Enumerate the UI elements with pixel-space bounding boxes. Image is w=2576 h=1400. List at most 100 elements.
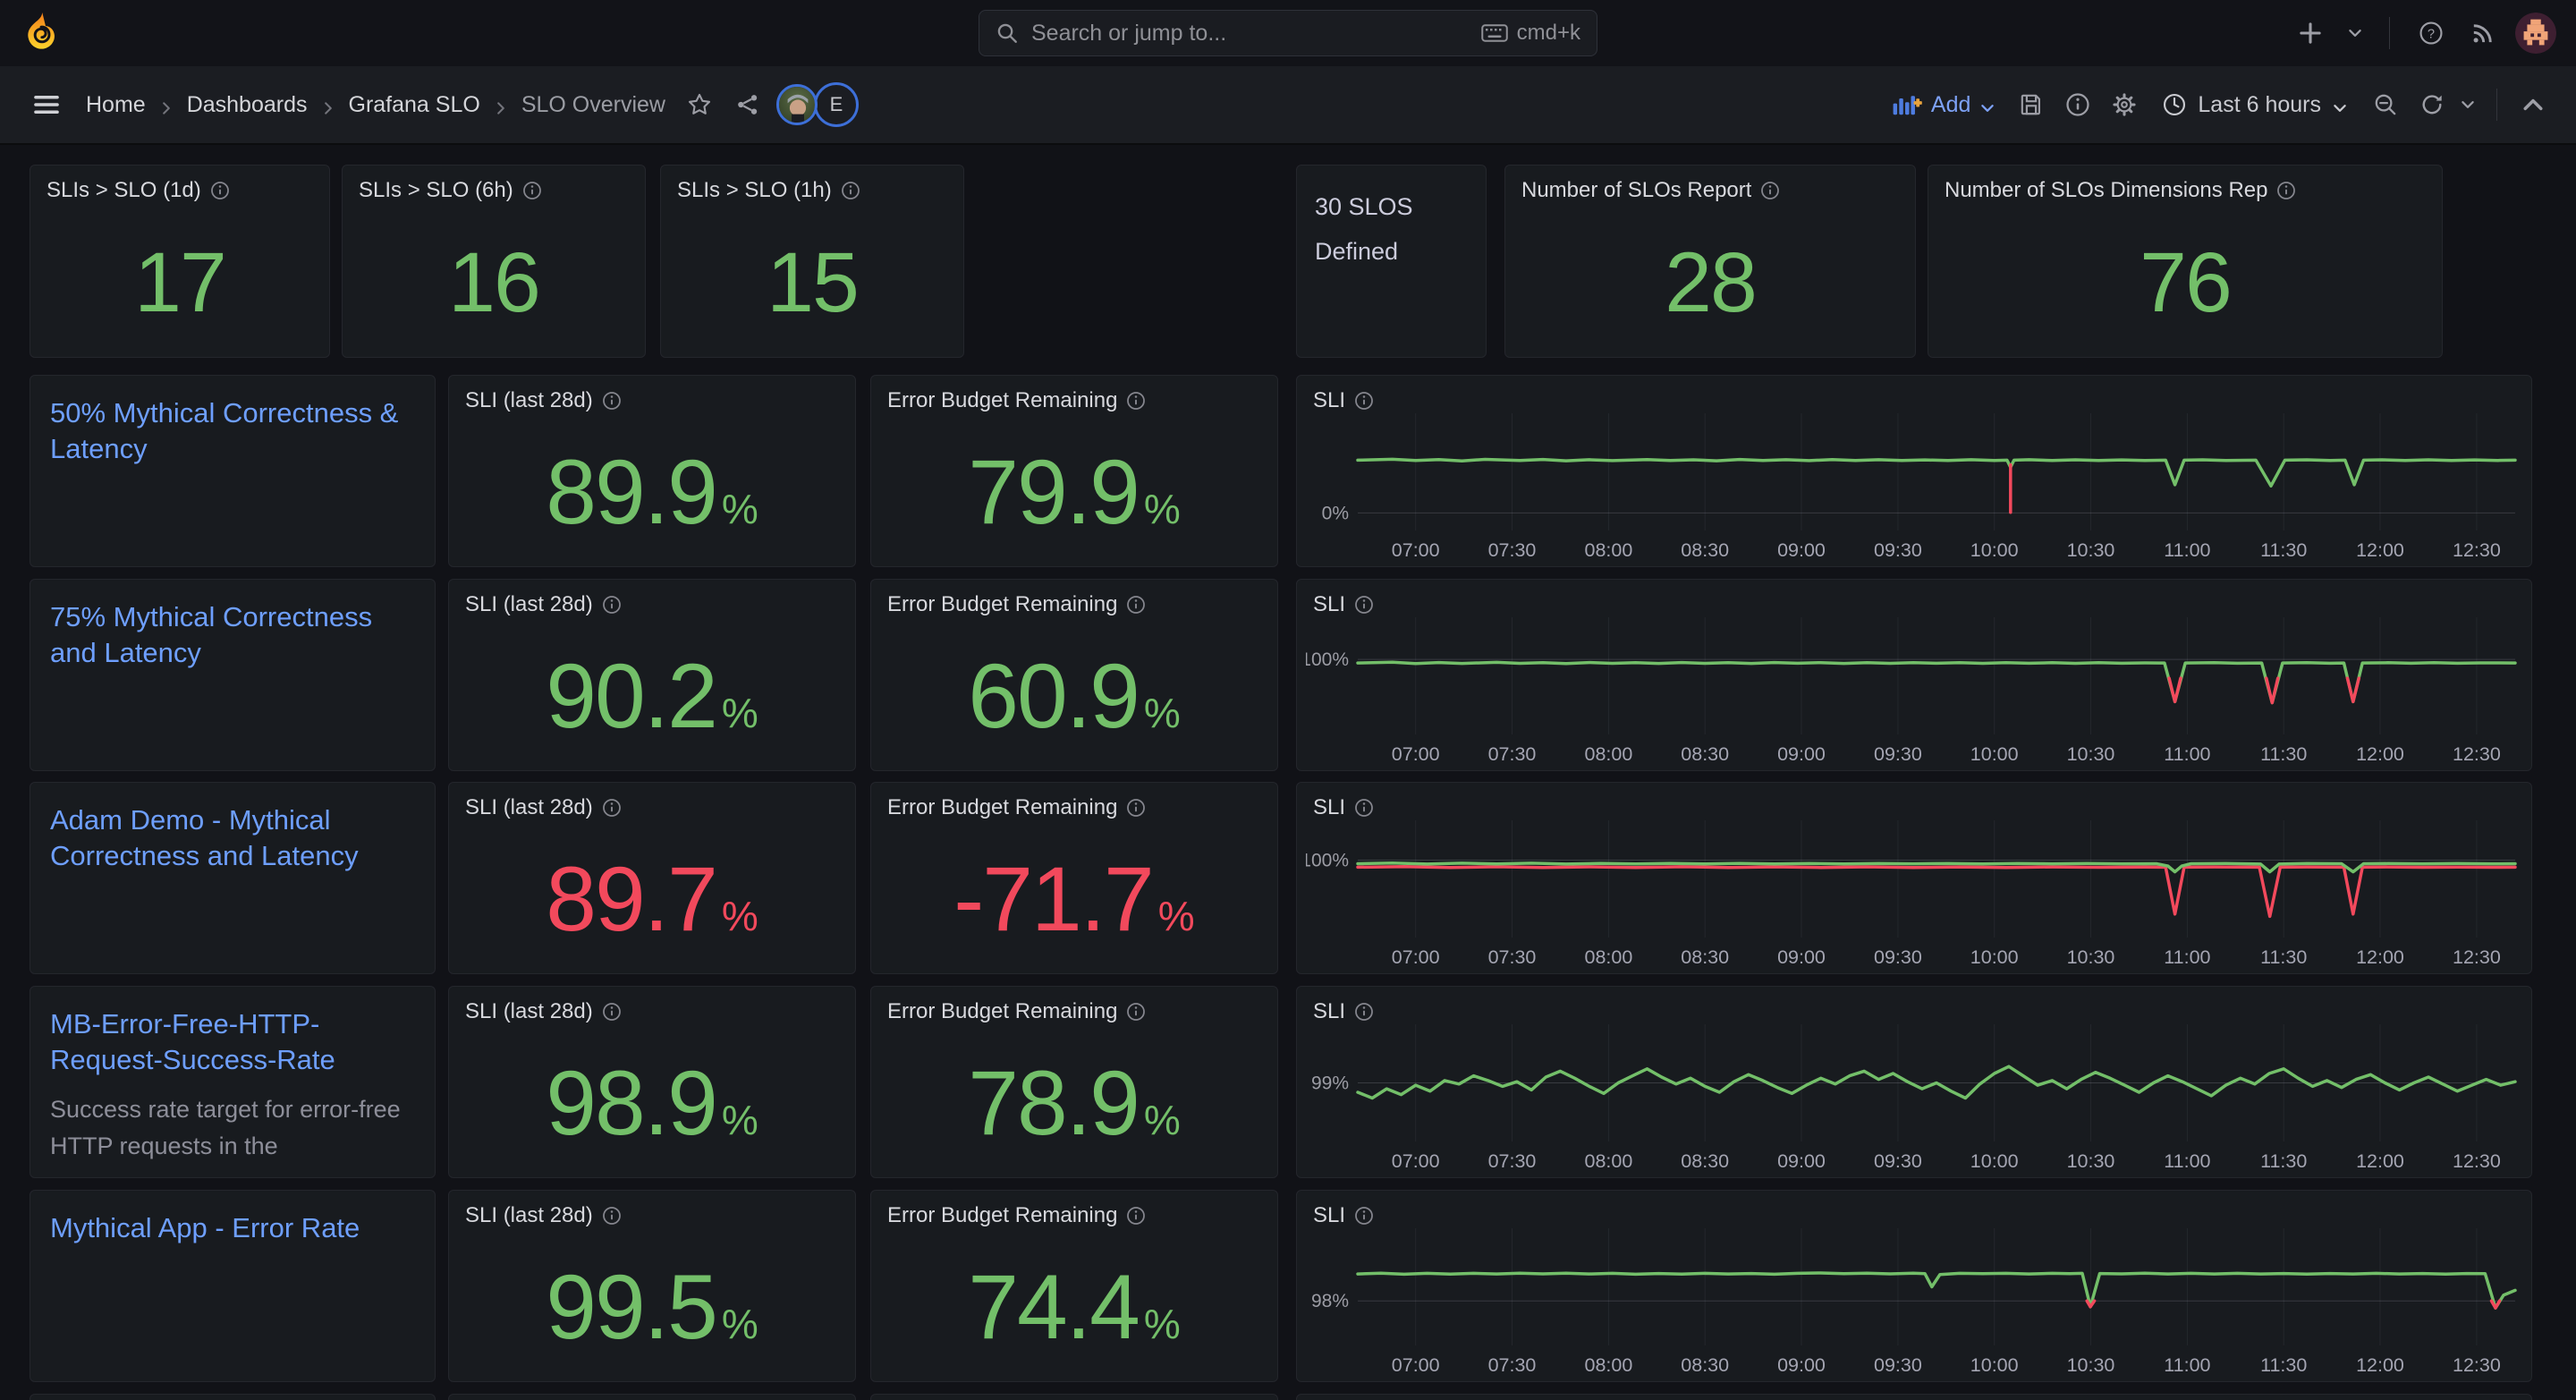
svg-text:09:00: 09:00 xyxy=(1777,743,1826,765)
info-icon[interactable] xyxy=(1354,1206,1374,1226)
info-icon[interactable] xyxy=(602,1206,622,1226)
sli-unit: % xyxy=(721,1097,758,1143)
new-dropdown-caret[interactable] xyxy=(2343,13,2368,53)
slo-link[interactable]: 75% Mythical Correctness and Latency xyxy=(50,601,373,668)
hamburger-icon xyxy=(33,93,60,116)
chevron-down-icon xyxy=(2332,97,2348,113)
search-shortcut: cmd+k xyxy=(1480,21,1580,46)
info-icon[interactable] xyxy=(1354,595,1374,615)
svg-text:12:00: 12:00 xyxy=(2356,743,2404,765)
info-icon[interactable] xyxy=(841,181,860,200)
info-icon[interactable] xyxy=(1126,798,1146,818)
refresh-group xyxy=(2412,85,2480,124)
svg-text:09:00: 09:00 xyxy=(1777,1150,1826,1172)
info-icon[interactable] xyxy=(1760,181,1780,200)
chevron-down-icon xyxy=(2460,97,2476,113)
slo-title-panel: Mythical App - Error Rate xyxy=(30,1190,436,1382)
info-icon[interactable] xyxy=(210,181,230,200)
svg-text:08:30: 08:30 xyxy=(1681,539,1729,561)
ebr-value: -71.7 xyxy=(953,848,1154,950)
breadcrumb-grafana-slo[interactable]: Grafana SLO xyxy=(348,91,480,117)
search-icon xyxy=(996,21,1019,45)
svg-text:11:30: 11:30 xyxy=(2260,743,2307,765)
slo-link[interactable]: Adam Demo - Mythical Correctness and Lat… xyxy=(50,804,359,871)
info-icon[interactable] xyxy=(602,595,622,615)
stat-panel-slis-slo-6h: SLIs > SLO (6h) 16 xyxy=(342,165,646,358)
favorite-button[interactable] xyxy=(680,85,719,124)
svg-text:12:00: 12:00 xyxy=(2356,1354,2404,1376)
ebr-unit: % xyxy=(1143,486,1181,532)
sli-timeseries-chart[interactable]: 100% 07:00 07:30 08:00 08:30 09:00 09:30 10:00 1… xyxy=(1301,817,2524,969)
slo-description: Success rate target for error-free HTTP … xyxy=(50,1096,401,1159)
info-icon[interactable] xyxy=(1126,1206,1146,1226)
info-icon[interactable] xyxy=(602,798,622,818)
collapse-toolbar-button[interactable] xyxy=(2513,85,2553,124)
slo-link[interactable]: MB-Error-Free-HTTP-Request-Success-Rate xyxy=(50,1008,335,1075)
slo-link[interactable]: Mythical App - Error Rate xyxy=(50,1212,360,1243)
ebr-unit: % xyxy=(1157,893,1195,939)
new-button[interactable] xyxy=(2291,13,2330,53)
breadcrumb-home[interactable]: Home xyxy=(86,91,146,117)
sli-timeseries-chart[interactable]: 100% 07:00 07:30 08:00 08:30 09:00 09:30 10:00 1… xyxy=(1301,614,2524,766)
chevron-down-icon xyxy=(1979,97,1996,113)
info-icon[interactable] xyxy=(1354,798,1374,818)
refresh-button[interactable] xyxy=(2412,85,2452,124)
refresh-interval-caret[interactable] xyxy=(2455,85,2480,124)
svg-text:12:30: 12:30 xyxy=(2453,1354,2501,1376)
add-panel-button[interactable]: Add xyxy=(1883,92,2004,118)
share-button[interactable] xyxy=(728,85,767,124)
sli-timeseries-chart[interactable]: 99% 07:00 07:30 08:00 08:30 09:00 09:30 10:00 10… xyxy=(1306,1021,2524,1173)
info-icon[interactable] xyxy=(602,1002,622,1022)
ebr-value: 60.9 xyxy=(968,645,1140,747)
sli-stat-panel: SLI (last 28d) 90.2% xyxy=(448,579,856,771)
panel-title: SLI (last 28d) xyxy=(465,388,593,412)
zoom-out-button[interactable] xyxy=(2366,85,2405,124)
help-button[interactable]: ? xyxy=(2411,13,2451,53)
info-icon[interactable] xyxy=(1126,1002,1146,1022)
search-input[interactable]: Search or jump to... cmd+k xyxy=(979,10,1597,56)
info-icon[interactable] xyxy=(1354,391,1374,411)
info-icon[interactable] xyxy=(1126,391,1146,411)
ebr-value: 78.9 xyxy=(968,1052,1140,1154)
info-icon[interactable] xyxy=(602,391,622,411)
top-actions: ? xyxy=(2291,0,2556,66)
dashboard-settings-button[interactable] xyxy=(2105,85,2144,124)
sli-timeseries-chart[interactable]: 0% 07:00 07:30 08:00 08:30 09:00 09:30 10:00 10:… xyxy=(1306,410,2524,562)
stat-value: 15 xyxy=(767,234,860,330)
svg-text:08:00: 08:00 xyxy=(1585,539,1633,561)
save-dashboard-button[interactable] xyxy=(2012,85,2051,124)
search-placeholder: Search or jump to... xyxy=(1031,20,1227,46)
time-range-picker[interactable]: Last 6 hours xyxy=(2151,92,2359,118)
sli-unit: % xyxy=(721,1301,758,1347)
viewer-badge[interactable]: E xyxy=(813,82,859,127)
sli-timeseries-chart[interactable]: 98% 07:00 07:30 08:00 08:30 09:00 09:30 10:00 10… xyxy=(1306,1225,2524,1377)
sli-stat-panel: SLI (last 28d) 89.7% xyxy=(448,782,856,974)
info-icon[interactable] xyxy=(1126,595,1146,615)
info-icon[interactable] xyxy=(1354,1002,1374,1022)
svg-text:12:00: 12:00 xyxy=(2356,1150,2404,1172)
svg-text:12:30: 12:30 xyxy=(2453,743,2501,765)
ebr-unit: % xyxy=(1143,690,1181,736)
ebr-unit: % xyxy=(1143,1097,1181,1143)
svg-text:12:30: 12:30 xyxy=(2453,539,2501,561)
grafana-logo[interactable] xyxy=(21,13,61,54)
user-avatar[interactable] xyxy=(2515,13,2556,54)
news-button[interactable] xyxy=(2463,13,2503,53)
info-icon[interactable] xyxy=(522,181,542,200)
dashboard-insights-button[interactable] xyxy=(2058,85,2097,124)
svg-text:10:00: 10:00 xyxy=(1970,946,2019,968)
rss-icon xyxy=(2470,21,2496,46)
stat-value: 28 xyxy=(1665,234,1758,330)
error-budget-panel: Error Budget Remaining 78.9% xyxy=(870,986,1278,1178)
svg-text:10:00: 10:00 xyxy=(1970,1354,2019,1376)
svg-text:07:30: 07:30 xyxy=(1488,539,1537,561)
svg-text:09:00: 09:00 xyxy=(1777,539,1826,561)
svg-text:08:30: 08:30 xyxy=(1681,743,1729,765)
sli-value: 89.7 xyxy=(546,848,718,950)
breadcrumb-separator-icon xyxy=(493,97,509,115)
menu-toggle-button[interactable] xyxy=(23,81,70,128)
viewer-avatar[interactable] xyxy=(775,84,818,125)
slo-link[interactable]: 50% Mythical Correctness & Latency xyxy=(50,397,399,464)
info-icon[interactable] xyxy=(2276,181,2296,200)
breadcrumb-dashboards[interactable]: Dashboards xyxy=(186,91,308,117)
